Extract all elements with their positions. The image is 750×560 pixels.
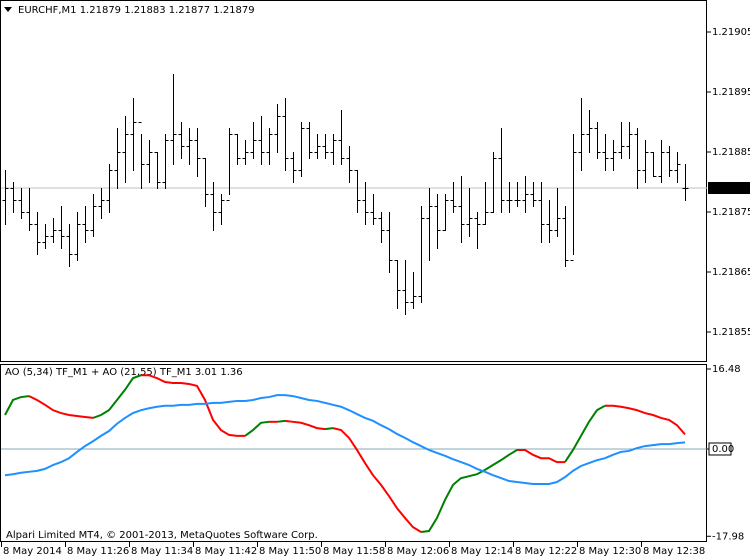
oscillator-line bbox=[4, 395, 30, 416]
indicator-title: AO (5,34) TF_M1 + AO (21,55) TF_M1 3.01 … bbox=[5, 367, 243, 378]
y-tick-label: 1.21885 bbox=[712, 147, 750, 158]
x-tick-label: 8 May 12:30 bbox=[579, 546, 641, 557]
oscillator-line bbox=[28, 395, 94, 419]
indicator-panel-frame bbox=[0, 364, 707, 542]
x-tick-label: 8 May 12:14 bbox=[451, 546, 513, 557]
y-tick-box bbox=[708, 442, 732, 456]
oscillator-line bbox=[517, 448, 565, 464]
x-tick-label: 8 May 11:50 bbox=[259, 546, 321, 557]
x-tick-label: 8 May 12:38 bbox=[643, 546, 705, 557]
y-tick-label: 1.21895 bbox=[712, 87, 750, 98]
price-panel-frame bbox=[0, 0, 707, 362]
oscillator-line bbox=[420, 449, 518, 533]
y-tick-label: 1.21875 bbox=[712, 207, 750, 218]
y-tick-label: 1.21865 bbox=[712, 267, 750, 278]
current-price-label: 1.21879 bbox=[712, 183, 750, 194]
x-tick-label: 8 May 11:58 bbox=[323, 546, 385, 557]
oscillator-line bbox=[332, 427, 422, 533]
oscillator-line bbox=[605, 404, 686, 436]
y-tick-label: 1.21905 bbox=[712, 27, 750, 38]
x-tick-label: 8 May 11:26 bbox=[67, 546, 129, 557]
y-tick-label: 0.00 bbox=[712, 444, 734, 455]
menu-arrow[interactable] bbox=[4, 7, 12, 12]
x-tick-label: 8 May 12:06 bbox=[387, 546, 449, 557]
oscillator-line bbox=[244, 420, 270, 437]
x-tick-label: 8 May 11:34 bbox=[131, 546, 193, 557]
x-tick-label: 8 May 12:22 bbox=[515, 546, 577, 557]
current-price-box bbox=[708, 182, 750, 194]
oscillator-line bbox=[324, 427, 334, 431]
x-tick-label: 8 May 11:42 bbox=[195, 546, 257, 557]
oscillator-line bbox=[141, 374, 245, 437]
oscillator-line bbox=[284, 419, 326, 431]
copyright: Alpari Limited MT4, © 2001-2013, MetaQuo… bbox=[6, 530, 318, 541]
oscillator-line bbox=[92, 374, 142, 419]
y-tick-label: 16.48 bbox=[712, 364, 741, 375]
oscillator-line bbox=[564, 404, 606, 463]
y-tick-label: 1.21855 bbox=[712, 327, 750, 338]
oscillator-line bbox=[276, 419, 286, 423]
price-panel-title: EURCHF,M1 1.21879 1.21883 1.21877 1.2187… bbox=[18, 5, 255, 16]
y-tick-label: -17.98 bbox=[712, 531, 744, 542]
indicator-line bbox=[4, 394, 686, 485]
x-tick-label: 8 May 2014 bbox=[3, 546, 62, 557]
